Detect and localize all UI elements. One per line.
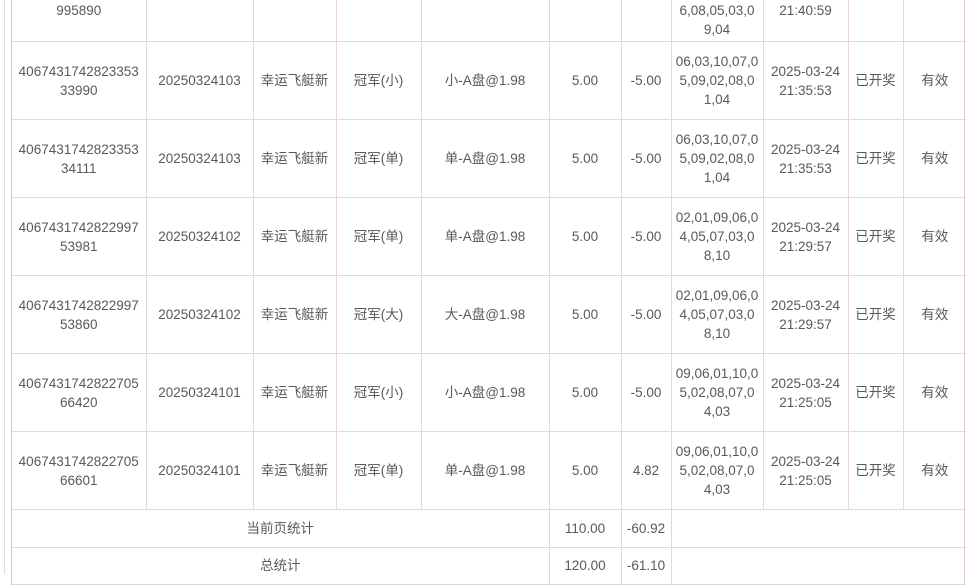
- cell-game: [252, 0, 337, 42]
- cell-content: [420, 0, 550, 42]
- cell-result: 02,01,09,06,04,05,07,03,08,10: [670, 197, 764, 276]
- cell-content: 单-A盘@1.98: [420, 119, 550, 198]
- cell-content: 小-A盘@1.98: [420, 353, 550, 432]
- cell-validity: 有效: [902, 41, 966, 120]
- cell-profit: -5.00: [620, 275, 672, 354]
- cell-bet-type: 冠军(小): [335, 353, 422, 432]
- cell-bet-type: [335, 0, 422, 42]
- cell-game: 幸运飞艇新: [252, 119, 337, 198]
- cell-period: 20250324101: [145, 431, 254, 510]
- cell-profit: -5.00: [620, 353, 672, 432]
- table-row-partial: 995890 6,08,05,03,0 9,04 21:40:59: [12, 0, 966, 42]
- total-summary-amount: 120.00: [548, 547, 622, 584]
- page-summary-amount: 110.00: [548, 509, 622, 548]
- cell-period: 20250324103: [145, 119, 254, 198]
- cell-validity: 有效: [902, 197, 966, 276]
- cell-time: 2025-03-24 21:25:05: [762, 431, 849, 510]
- cell-validity: 有效: [902, 119, 966, 198]
- cell-result: 6,08,05,03,0 9,04: [670, 0, 764, 42]
- cell-game: 幸运飞艇新: [252, 431, 337, 510]
- cell-game: 幸运飞艇新: [252, 275, 337, 354]
- cell-validity: [902, 0, 966, 42]
- bet-records-table: 995890 6,08,05,03,0 9,04 21:40:59 406743…: [12, 0, 966, 584]
- cell-amount: 5.00: [548, 197, 622, 276]
- total-summary-empty: [670, 547, 966, 584]
- cell-order-id: 406743174282270566601: [12, 431, 147, 510]
- cell-order-id: 406743174282270566420: [12, 353, 147, 432]
- cell-time: 2025-03-24 21:29:57: [762, 275, 849, 354]
- cell-validity: 有效: [902, 275, 966, 354]
- cell-order-id: 406743174282299753860: [12, 275, 147, 354]
- cell-status: [847, 0, 904, 42]
- cell-game: 幸运飞艇新: [252, 41, 337, 120]
- cell-validity: 有效: [902, 431, 966, 510]
- cell-validity: 有效: [902, 353, 966, 432]
- cell-content: 大-A盘@1.98: [420, 275, 550, 354]
- cell-status: 已开奖: [847, 353, 904, 432]
- summary-row-total: 总统计 120.00 -61.10: [12, 547, 966, 584]
- cell-content: 小-A盘@1.98: [420, 41, 550, 120]
- cell-status: 已开奖: [847, 431, 904, 510]
- cell-result: 06,03,10,07,05,09,02,08,01,04: [670, 119, 764, 198]
- table-row: 406743174282335333990 20250324103 幸运飞艇新 …: [12, 41, 966, 120]
- table-row: 406743174282270566601 20250324101 幸运飞艇新 …: [12, 431, 966, 510]
- cell-period: 20250324101: [145, 353, 254, 432]
- cell-time: 21:40:59: [762, 0, 849, 42]
- cell-order-id: 995890: [12, 0, 147, 42]
- total-summary-label: 总统计: [12, 547, 550, 584]
- cell-profit: -5.00: [620, 119, 672, 198]
- cell-amount: 5.00: [548, 119, 622, 198]
- bet-records-panel: 995890 6,08,05,03,0 9,04 21:40:59 406743…: [11, 0, 966, 585]
- table-row: 406743174282335334111 20250324103 幸运飞艇新 …: [12, 119, 966, 198]
- cell-status: 已开奖: [847, 275, 904, 354]
- cell-amount: 5.00: [548, 353, 622, 432]
- table-row: 406743174282299753860 20250324102 幸运飞艇新 …: [12, 275, 966, 354]
- cell-result: 09,06,01,10,05,02,08,07,04,03: [670, 431, 764, 510]
- cell-status: 已开奖: [847, 119, 904, 198]
- cell-period: [145, 0, 254, 42]
- cell-content: 单-A盘@1.98: [420, 431, 550, 510]
- cell-period: 20250324102: [145, 197, 254, 276]
- cell-bet-type: 冠军(小): [335, 41, 422, 120]
- table-row: 406743174282299753981 20250324102 幸运飞艇新 …: [12, 197, 966, 276]
- cell-order-id: 406743174282335334111: [12, 119, 147, 198]
- cell-amount: [548, 0, 622, 42]
- cell-game: 幸运飞艇新: [252, 197, 337, 276]
- table-row: 406743174282270566420 20250324101 幸运飞艇新 …: [12, 353, 966, 432]
- cell-time: 2025-03-24 21:29:57: [762, 197, 849, 276]
- cell-bet-type: 冠军(单): [335, 431, 422, 510]
- page-summary-label: 当前页统计: [12, 509, 550, 548]
- cell-profit: -5.00: [620, 197, 672, 276]
- cell-profit: 4.82: [620, 431, 672, 510]
- cell-profit: -5.00: [620, 41, 672, 120]
- cell-amount: 5.00: [548, 431, 622, 510]
- cell-bet-type: 冠军(单): [335, 197, 422, 276]
- page-summary-profit: -60.92: [620, 509, 672, 548]
- page-left-divider: [4, 0, 5, 574]
- cell-bet-type: 冠军(单): [335, 119, 422, 198]
- cell-profit: [620, 0, 672, 42]
- summary-row-page: 当前页统计 110.00 -60.92: [12, 509, 966, 548]
- cell-time: 2025-03-24 21:35:53: [762, 119, 849, 198]
- cell-amount: 5.00: [548, 41, 622, 120]
- cell-period: 20250324102: [145, 275, 254, 354]
- cell-content: 单-A盘@1.98: [420, 197, 550, 276]
- cell-status: 已开奖: [847, 41, 904, 120]
- total-summary-profit: -61.10: [620, 547, 672, 584]
- cell-status: 已开奖: [847, 197, 904, 276]
- cell-result: 09,06,01,10,05,02,08,07,04,03: [670, 353, 764, 432]
- cell-order-id: 406743174282335333990: [12, 41, 147, 120]
- cell-result: 02,01,09,06,04,05,07,03,08,10: [670, 275, 764, 354]
- cell-result: 06,03,10,07,05,09,02,08,01,04: [670, 41, 764, 120]
- cell-game: 幸运飞艇新: [252, 353, 337, 432]
- cell-bet-type: 冠军(大): [335, 275, 422, 354]
- cell-time: 2025-03-24 21:35:53: [762, 41, 849, 120]
- cell-time: 2025-03-24 21:25:05: [762, 353, 849, 432]
- cell-period: 20250324103: [145, 41, 254, 120]
- cell-amount: 5.00: [548, 275, 622, 354]
- page-summary-empty: [670, 509, 966, 548]
- cell-order-id: 406743174282299753981: [12, 197, 147, 276]
